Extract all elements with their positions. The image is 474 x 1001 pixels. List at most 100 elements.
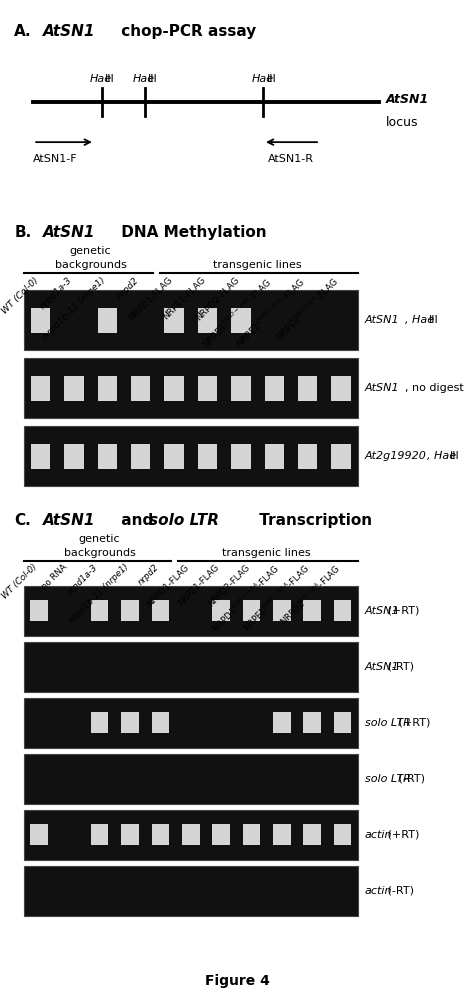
Text: solo LTR: solo LTR	[365, 774, 411, 784]
Bar	[298, 375, 318, 401]
Text: B.: B.	[14, 225, 31, 240]
Text: DNA Methylation: DNA Methylation	[116, 225, 267, 240]
Bar	[231, 443, 251, 469]
Text: transgenic lines: transgenic lines	[222, 548, 311, 558]
Text: NRPE1-FLAG: NRPE1-FLAG	[176, 563, 221, 608]
Text: solo LTR: solo LTR	[365, 718, 411, 728]
Bar	[198, 443, 217, 469]
Text: (+RT): (+RT)	[395, 718, 431, 728]
Bar	[331, 375, 351, 401]
Bar	[331, 443, 351, 469]
Text: III: III	[450, 451, 460, 461]
Text: III: III	[429, 315, 439, 325]
Text: nrpd1b-11 (nrpe1): nrpd1b-11 (nrpe1)	[42, 275, 107, 340]
Bar	[303, 825, 321, 845]
Bar	[91, 825, 109, 845]
Bar	[243, 825, 260, 845]
Text: NRPE1-FLAG: NRPE1-FLAG	[161, 275, 208, 321]
Bar	[24, 698, 358, 748]
Bar	[91, 713, 109, 733]
Bar	[98, 443, 117, 469]
Text: nrpd1b-11 (nrpe1): nrpd1b-11 (nrpe1)	[67, 563, 130, 626]
Bar	[121, 825, 139, 845]
Bar	[64, 375, 83, 401]
Text: NRPE1$^{DDD-AAA}$-FLAG: NRPE1$^{DDD-AAA}$-FLAG	[233, 275, 308, 349]
Text: NRPD2-FLAG: NRPD2-FLAG	[206, 563, 252, 608]
Bar	[24, 358, 358, 418]
Bar	[273, 825, 291, 845]
Text: AtSN1: AtSN1	[386, 93, 429, 105]
Text: and: and	[116, 513, 159, 528]
Text: nrpd1a-3: nrpd1a-3	[65, 563, 100, 597]
Text: NRPD1$^{DDD-AAA}$-FLAG: NRPD1$^{DDD-AAA}$-FLAG	[199, 275, 274, 350]
Text: C.: C.	[14, 513, 31, 528]
Text: III: III	[148, 74, 158, 84]
Bar	[198, 307, 217, 333]
Bar	[164, 443, 184, 469]
Text: , Hae: , Hae	[427, 451, 456, 461]
Bar	[24, 290, 358, 350]
Text: NRPD2$^{ED-AA}$-FLAG: NRPD2$^{ED-AA}$-FLAG	[277, 563, 343, 629]
Bar	[91, 600, 109, 621]
Bar	[98, 307, 117, 333]
Bar	[212, 600, 230, 621]
Bar	[182, 825, 200, 845]
Text: NRPD1-FLAG: NRPD1-FLAG	[127, 275, 174, 322]
Bar	[212, 825, 230, 845]
Bar	[31, 375, 50, 401]
Text: AtSN1: AtSN1	[365, 315, 400, 325]
Bar	[30, 600, 48, 621]
Text: backgrounds: backgrounds	[55, 260, 127, 270]
Bar	[303, 600, 321, 621]
Text: Figure 4: Figure 4	[205, 974, 269, 988]
Bar	[298, 443, 318, 469]
Bar	[24, 866, 358, 916]
Bar	[264, 443, 284, 469]
Text: Hae: Hae	[90, 74, 112, 84]
Bar	[131, 443, 150, 469]
Text: (+RT): (+RT)	[384, 830, 419, 840]
Bar	[152, 825, 169, 845]
Bar	[30, 825, 48, 845]
Bar	[164, 307, 184, 333]
Text: Hae: Hae	[133, 74, 155, 84]
Text: Hae: Hae	[251, 74, 273, 84]
Text: , no digest: , no digest	[405, 383, 464, 393]
Bar	[24, 426, 358, 486]
Bar	[121, 600, 139, 621]
Text: AtSN1: AtSN1	[43, 513, 95, 528]
Text: nrpd2: nrpd2	[136, 563, 160, 587]
Bar	[334, 600, 352, 621]
Bar	[243, 600, 260, 621]
Bar	[164, 375, 184, 401]
Text: III: III	[266, 74, 276, 84]
Text: NRPD2$^{ED-AA}$-FLAG: NRPD2$^{ED-AA}$-FLAG	[273, 275, 341, 343]
Bar	[231, 375, 251, 401]
Text: NRPD2-FLAG: NRPD2-FLAG	[194, 275, 241, 322]
Text: solo LTR: solo LTR	[149, 513, 219, 528]
Text: A.: A.	[14, 24, 32, 39]
Bar	[121, 713, 139, 733]
Bar	[303, 713, 321, 733]
Text: (-RT): (-RT)	[395, 774, 425, 784]
Text: NRPD1$^{DDD-AAA}$-FLAG: NRPD1$^{DDD-AAA}$-FLAG	[209, 563, 282, 636]
Text: nrpd2: nrpd2	[115, 275, 141, 300]
Text: backgrounds: backgrounds	[64, 548, 136, 558]
Text: nrpd1a-3: nrpd1a-3	[38, 275, 74, 310]
Bar	[334, 825, 352, 845]
Bar	[64, 443, 83, 469]
Text: no RNA: no RNA	[40, 563, 69, 592]
Text: NRPD1-FLAG: NRPD1-FLAG	[145, 563, 191, 608]
Bar	[334, 713, 352, 733]
Bar	[31, 307, 50, 333]
Bar	[152, 600, 169, 621]
Text: , Hae: , Hae	[405, 315, 434, 325]
Text: WT (Col-0): WT (Col-0)	[0, 563, 39, 601]
Bar	[98, 375, 117, 401]
Text: AtSN1: AtSN1	[365, 662, 400, 672]
Bar	[31, 443, 50, 469]
Bar	[273, 600, 291, 621]
Bar	[231, 307, 251, 333]
Text: AtSN1: AtSN1	[365, 383, 400, 393]
Text: AtSN1-F: AtSN1-F	[33, 154, 78, 164]
